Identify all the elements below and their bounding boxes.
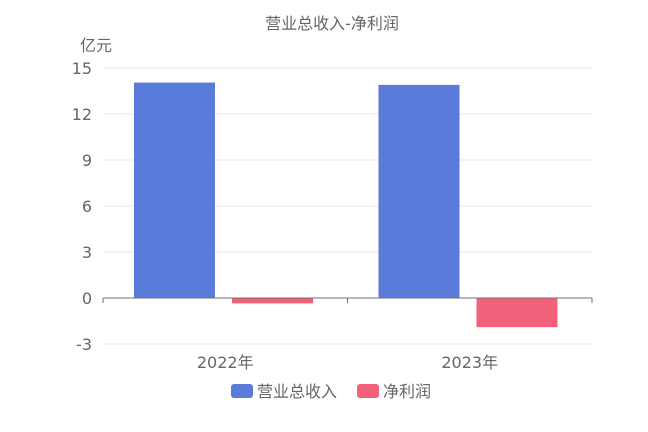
x-category-label: 2022年 [197, 353, 254, 372]
y-tick-label: 12 [72, 105, 92, 124]
y-tick-label: 0 [82, 289, 92, 308]
legend-item-net-profit[interactable]: 净利润 [357, 382, 431, 401]
bar-revenue[interactable] [378, 84, 460, 298]
legend-swatch [357, 384, 379, 398]
legend-swatch [231, 384, 253, 398]
y-axis-ticks: -3 0 3 6 9 12 15 [72, 59, 92, 354]
y-tick-label: 15 [72, 59, 92, 78]
legend[interactable]: 营业总收入 净利润 [231, 382, 431, 401]
legend-item-revenue[interactable]: 营业总收入 [231, 382, 337, 401]
x-category-label: 2023年 [441, 353, 498, 372]
y-tick-label: -3 [76, 335, 92, 354]
legend-label: 营业总收入 [257, 382, 337, 401]
y-axis-unit: 亿元 [80, 36, 112, 55]
x-axis [102, 297, 593, 303]
chart-title: 营业总收入-净利润 [265, 14, 399, 33]
y-tick-label: 9 [82, 151, 92, 170]
bar-net-profit[interactable] [232, 298, 313, 304]
legend-label: 净利润 [383, 382, 431, 401]
y-tick-label: 3 [82, 243, 92, 262]
x-axis-categories: 2022年 2023年 [197, 353, 498, 372]
bar-net-profit[interactable] [476, 298, 558, 328]
bars [134, 82, 558, 328]
bar-revenue[interactable] [134, 82, 215, 298]
y-tick-label: 6 [82, 197, 92, 216]
